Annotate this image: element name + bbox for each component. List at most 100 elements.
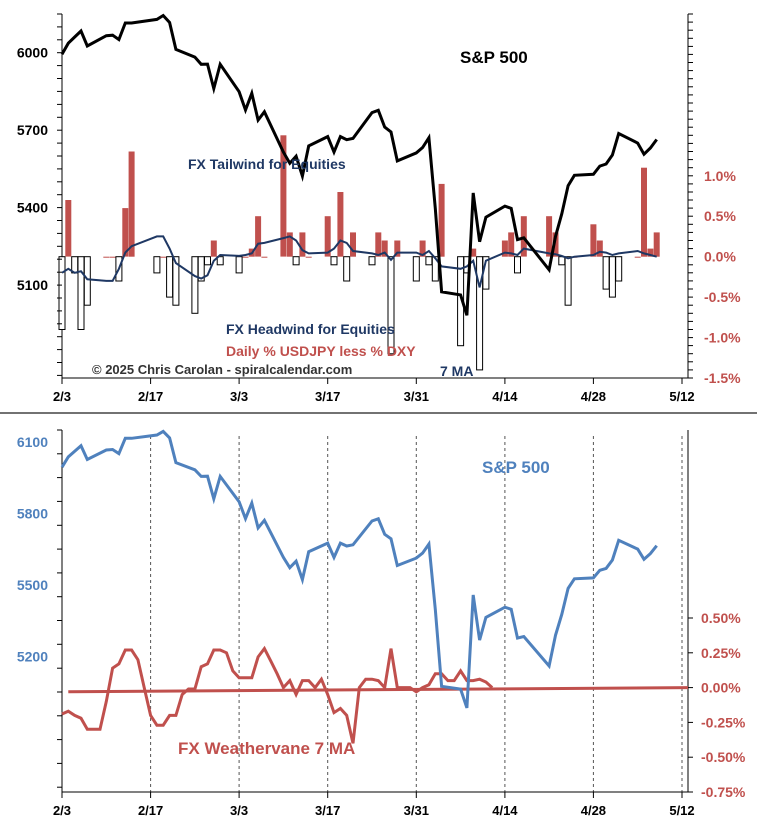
top-bar <box>292 256 300 266</box>
bottom-x-tick-label: 4/14 <box>492 803 518 818</box>
top-right-tick-label: -1.0% <box>704 330 741 346</box>
top-bar <box>470 248 477 257</box>
top-left-tick-label: 6000 <box>17 45 48 61</box>
bottom-x-ticks: 2/3 2/17 3/3 3/17 3/31 4/14 4/28 5/12 <box>53 792 695 818</box>
top-bar <box>438 183 445 257</box>
top-x-tick-label: 2/3 <box>53 389 71 404</box>
bottom-left-ticks: 6100 5800 5500 5200 <box>17 429 62 788</box>
top-bar <box>641 167 647 257</box>
bottom-x-tick-label: 3/3 <box>230 803 248 818</box>
top-bar <box>381 240 388 257</box>
top-x-tick-label: 3/3 <box>230 389 248 404</box>
top-bar <box>83 256 91 306</box>
bottom-weathervane-line <box>61 645 494 744</box>
top-x-tick-label: 5/12 <box>669 389 694 404</box>
top-bar <box>210 240 217 257</box>
top-left-tick-label: 5700 <box>17 122 48 138</box>
top-bar <box>299 232 306 257</box>
top-ma-line <box>61 235 657 288</box>
top-bar <box>387 256 395 355</box>
top-bar <box>431 256 439 282</box>
top-bar <box>558 256 566 266</box>
bottom-right-tick-label: 0.50% <box>701 610 741 626</box>
top-bar <box>368 256 376 266</box>
top-bar <box>191 256 199 314</box>
top-bar <box>77 256 85 331</box>
top-bar <box>476 256 484 371</box>
top-x-ticks: 2/3 2/17 3/3 3/17 3/31 4/14 4/28 5/12 <box>53 378 695 404</box>
top-bar <box>128 151 135 257</box>
top-bar <box>305 256 312 258</box>
bottom-x-tick-label: 5/12 <box>669 803 694 818</box>
top-bar <box>394 240 401 257</box>
bars-label: Daily % USDJPY less % DXY <box>226 343 416 359</box>
top-bar <box>103 256 110 258</box>
top-bar <box>514 256 521 274</box>
top-bar <box>647 248 654 257</box>
top-left-tick-label: 5400 <box>17 200 48 216</box>
top-sp500-line <box>60 13 658 316</box>
bottom-right-tick-label: -0.50% <box>701 749 746 765</box>
top-bar <box>216 256 224 266</box>
top-bar <box>375 232 382 257</box>
top-bar <box>634 256 641 258</box>
ma-label: 7 MA <box>440 363 473 379</box>
bottom-right-tick-label: 0.25% <box>701 645 741 661</box>
bottom-title: S&P 500 <box>482 458 550 477</box>
bottom-x-tick-label: 2/3 <box>53 803 71 818</box>
top-bar <box>653 232 660 257</box>
top-bar <box>602 256 610 290</box>
bottom-left-tick-label: 5200 <box>17 648 48 664</box>
bottom-left-tick-label: 5800 <box>17 505 48 521</box>
bottom-left-tick-label: 6100 <box>17 434 48 450</box>
bottom-right-ticks: 0.50% 0.25% 0.00% -0.25% -0.50% -0.75% <box>688 610 746 800</box>
top-bar <box>596 240 603 257</box>
headwind-label: FX Headwind for Equities <box>226 321 395 337</box>
top-bars-group <box>58 135 660 371</box>
top-right-tick-label: -1.5% <box>704 370 741 386</box>
top-right-ticks: 1.0% 0.5% 0.0% -0.5% -1.0% -1.5% <box>688 13 741 386</box>
top-bar <box>242 256 249 258</box>
top-bar <box>255 216 262 257</box>
bottom-chart: 6100 5800 5500 5200 0.50% 0.25% 0.00% -0.25% -0… <box>17 429 746 818</box>
top-bar <box>419 240 426 257</box>
top-bar <box>172 256 180 306</box>
top-bar <box>343 256 351 282</box>
bottom-grid <box>150 436 683 792</box>
top-bar <box>197 256 205 282</box>
bottom-x-tick-label: 4/28 <box>581 803 606 818</box>
top-bar <box>546 216 553 257</box>
top-right-tick-label: 0.5% <box>704 208 736 224</box>
tailwind-label: FX Tailwind for Equities <box>188 156 346 172</box>
bottom-trend-line <box>68 686 689 694</box>
top-x-tick-label: 4/28 <box>581 389 606 404</box>
top-bar <box>280 135 287 257</box>
top-bar <box>552 232 559 257</box>
top-title: S&P 500 <box>460 48 528 67</box>
top-bar <box>122 208 129 257</box>
bottom-x-tick-label: 2/17 <box>138 803 163 818</box>
top-bar <box>330 256 338 266</box>
top-bar <box>166 256 174 298</box>
bottom-x-tick-label: 3/17 <box>315 803 340 818</box>
top-bar <box>412 256 420 282</box>
top-bar <box>160 256 167 258</box>
top-bar <box>65 200 72 257</box>
weathervane-label: FX Weathervane 7 MA <box>178 739 355 758</box>
top-chart: 6000 5700 5400 5100 1.0% 0.5% 0.0% -0.5% -1.0% -… <box>17 13 741 404</box>
bottom-sp500-line <box>60 429 658 709</box>
top-bar <box>615 256 623 282</box>
bottom-right-tick-label: 0.00% <box>701 680 741 696</box>
top-x-tick-label: 3/17 <box>315 389 340 404</box>
top-bar <box>501 240 508 257</box>
bottom-left-tick-label: 5500 <box>17 577 48 593</box>
bottom-x-tick-label: 3/31 <box>404 803 429 818</box>
bottom-right-tick-label: -0.75% <box>701 784 746 800</box>
bottom-right-tick-label: -0.25% <box>701 714 746 730</box>
top-bar <box>109 256 116 258</box>
top-bar <box>153 256 161 274</box>
top-right-tick-label: 1.0% <box>704 168 736 184</box>
top-bar <box>425 256 433 266</box>
